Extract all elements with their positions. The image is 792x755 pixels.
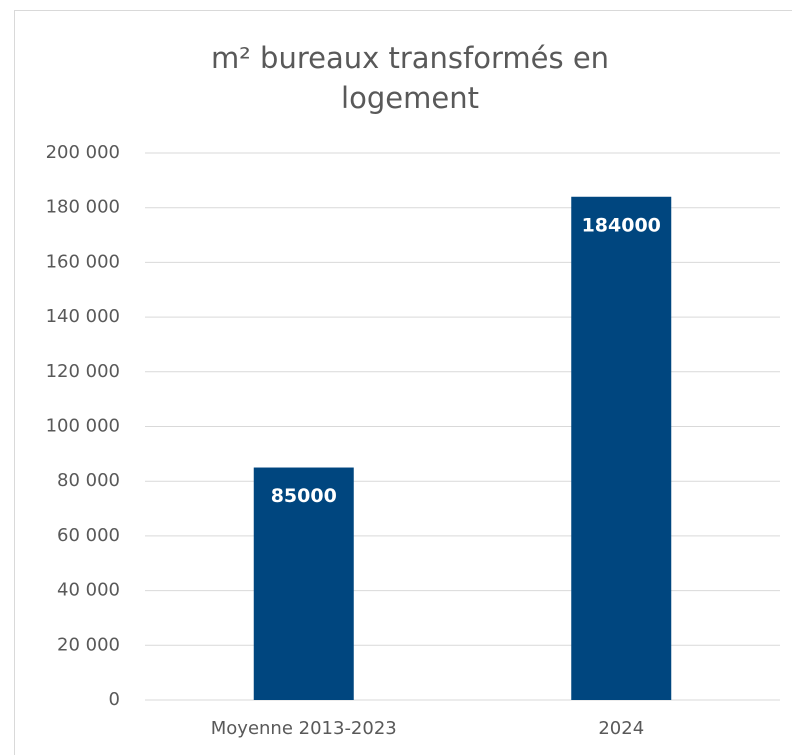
y-tick-label: 140 000 (46, 306, 120, 327)
y-tick-label: 0 (109, 689, 120, 710)
y-tick-label: 20 000 (57, 634, 120, 655)
data-label: 184000 (582, 214, 661, 236)
y-tick-label: 200 000 (46, 142, 120, 163)
x-tick-label: 2024 (598, 718, 644, 739)
y-tick-label: 80 000 (57, 470, 120, 491)
y-tick-label: 60 000 (57, 525, 120, 546)
y-tick-label: 120 000 (46, 361, 120, 382)
y-tick-label: 40 000 (57, 580, 120, 601)
y-tick-label: 160 000 (46, 251, 120, 272)
data-label: 85000 (271, 485, 337, 507)
chart-title: m² bureaux transformés en logement (210, 41, 610, 115)
x-tick-label: Moyenne 2013-2023 (211, 718, 397, 739)
bar (571, 196, 672, 700)
chart-border (14, 10, 792, 755)
bar (253, 467, 354, 700)
y-tick-label: 180 000 (46, 197, 120, 218)
y-tick-label: 100 000 (46, 416, 120, 437)
